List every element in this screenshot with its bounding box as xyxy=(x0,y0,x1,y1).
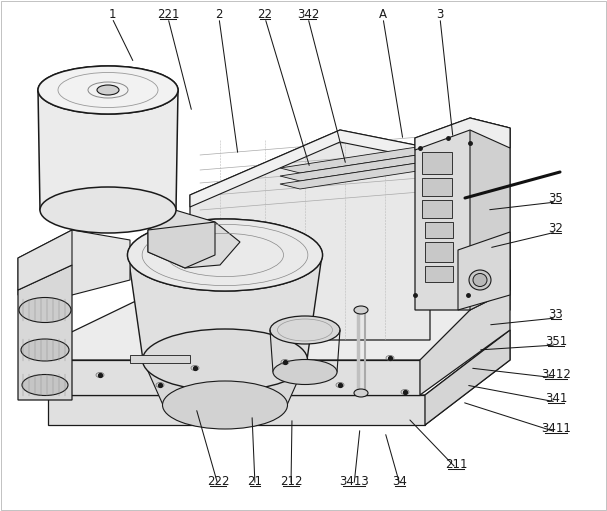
Ellipse shape xyxy=(22,375,68,396)
Polygon shape xyxy=(190,130,430,207)
Text: A: A xyxy=(379,8,387,21)
Polygon shape xyxy=(190,130,430,340)
Polygon shape xyxy=(470,118,510,310)
Ellipse shape xyxy=(354,389,368,397)
Polygon shape xyxy=(280,153,450,181)
Text: 34: 34 xyxy=(393,475,407,488)
Ellipse shape xyxy=(19,297,71,322)
Text: 351: 351 xyxy=(545,335,567,348)
Ellipse shape xyxy=(163,381,288,429)
Text: 3411: 3411 xyxy=(541,422,571,435)
Ellipse shape xyxy=(40,187,176,233)
Polygon shape xyxy=(48,395,425,425)
Ellipse shape xyxy=(127,219,322,291)
Ellipse shape xyxy=(127,219,322,291)
Ellipse shape xyxy=(354,306,368,314)
Ellipse shape xyxy=(21,339,69,361)
Polygon shape xyxy=(55,270,510,360)
Polygon shape xyxy=(18,230,72,290)
Bar xyxy=(425,222,453,238)
Text: 212: 212 xyxy=(280,475,302,488)
Polygon shape xyxy=(148,210,240,268)
Polygon shape xyxy=(420,270,510,395)
Polygon shape xyxy=(280,161,450,189)
Bar xyxy=(425,242,453,262)
Bar xyxy=(422,152,452,174)
Polygon shape xyxy=(55,360,420,395)
Text: 3412: 3412 xyxy=(541,368,571,381)
Text: 2: 2 xyxy=(215,8,223,21)
Ellipse shape xyxy=(270,316,340,344)
Polygon shape xyxy=(425,330,510,425)
Ellipse shape xyxy=(143,329,308,391)
Text: 22: 22 xyxy=(257,8,273,21)
Text: 33: 33 xyxy=(549,308,563,321)
Polygon shape xyxy=(415,118,510,310)
Polygon shape xyxy=(128,255,322,360)
Text: 3413: 3413 xyxy=(339,475,369,488)
Polygon shape xyxy=(458,232,510,310)
Ellipse shape xyxy=(38,66,178,114)
Text: 3: 3 xyxy=(436,8,444,21)
Polygon shape xyxy=(18,230,130,295)
Polygon shape xyxy=(280,145,450,173)
Bar xyxy=(422,178,452,196)
Polygon shape xyxy=(38,90,178,210)
Text: 32: 32 xyxy=(549,222,563,235)
Bar xyxy=(425,266,453,282)
Polygon shape xyxy=(415,118,510,150)
Ellipse shape xyxy=(469,270,491,290)
Text: 35: 35 xyxy=(549,192,563,205)
Ellipse shape xyxy=(38,66,178,114)
Ellipse shape xyxy=(473,273,487,287)
Text: 1: 1 xyxy=(108,8,116,21)
Ellipse shape xyxy=(97,85,119,95)
Polygon shape xyxy=(48,330,510,425)
Polygon shape xyxy=(18,265,72,400)
Text: 221: 221 xyxy=(157,8,179,21)
Text: 342: 342 xyxy=(297,8,319,21)
Bar xyxy=(130,355,190,363)
Polygon shape xyxy=(148,222,215,268)
Bar xyxy=(422,200,452,218)
Text: 222: 222 xyxy=(207,475,229,488)
Polygon shape xyxy=(143,360,307,405)
Text: 211: 211 xyxy=(445,458,467,471)
Text: 21: 21 xyxy=(248,475,262,488)
Text: 341: 341 xyxy=(545,392,567,405)
Ellipse shape xyxy=(273,360,337,384)
